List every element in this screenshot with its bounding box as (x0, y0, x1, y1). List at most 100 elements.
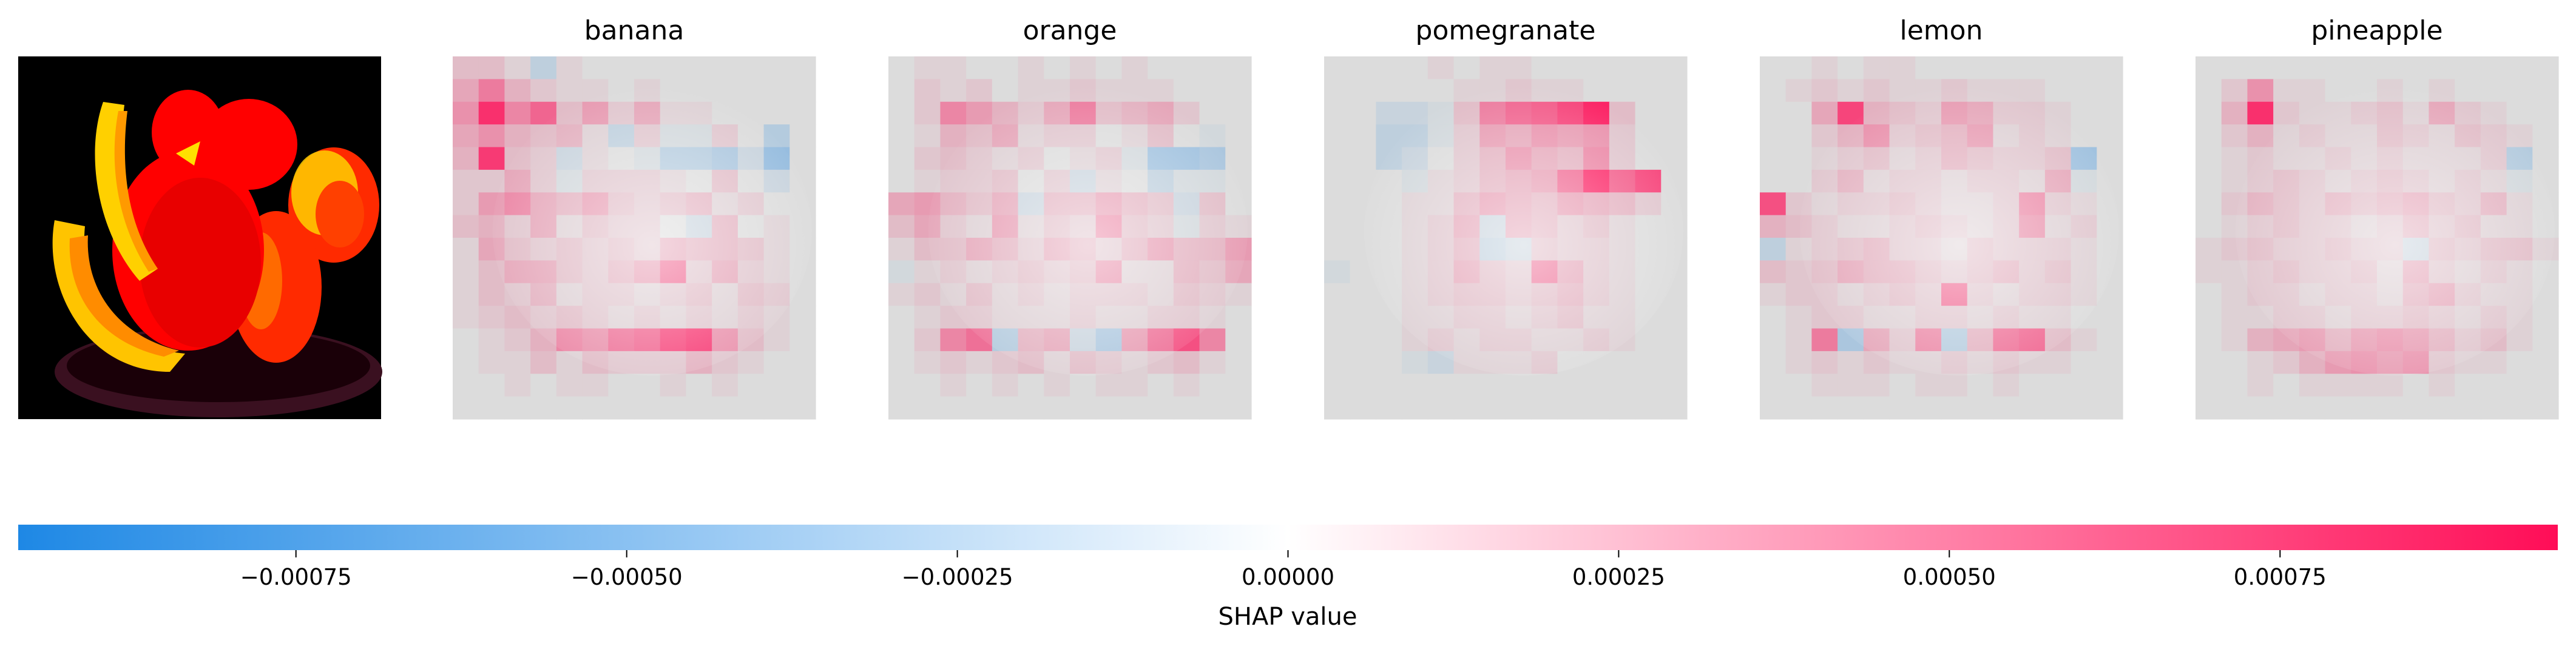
heatmap-panel-lemon (1760, 56, 2123, 420)
heatmap-cell (914, 56, 941, 79)
heatmap-cell (1557, 374, 1584, 397)
heatmap-cell (2071, 396, 2097, 420)
heatmap-cell (453, 238, 479, 261)
heatmap-cell (1121, 56, 1148, 79)
heatmap-cell (789, 396, 816, 420)
heatmap-cell (940, 374, 967, 397)
heatmap-cell (2071, 328, 2097, 352)
heatmap-cell (2196, 147, 2222, 170)
heatmap-cell (2455, 374, 2481, 397)
panel-title-pomegranate: pomegranate (1416, 15, 1596, 46)
heatmap-cell (1531, 374, 1558, 397)
heatmap-cell (1557, 56, 1584, 79)
heatmap-cell (530, 351, 557, 374)
heatmap-cell (789, 124, 816, 148)
heatmap-cell (2402, 374, 2430, 397)
heatmap-cell (1199, 79, 1226, 103)
heatmap-cell (1760, 169, 1787, 193)
heatmap-cell (888, 374, 915, 397)
heatmap-cell (1427, 396, 1455, 420)
heatmap-cell (1350, 124, 1377, 148)
heatmap-cell (2044, 351, 2072, 374)
heatmap-cell (1635, 396, 1662, 420)
heatmap-cell (763, 351, 790, 374)
heatmap-cell (1583, 396, 1610, 420)
heatmap-cell (2455, 56, 2481, 79)
heatmap-cell (1199, 374, 1226, 397)
heatmap-cell (1811, 328, 1838, 352)
heatmap-cell (1376, 56, 1402, 79)
heatmap-cell (1402, 79, 1428, 103)
heatmap-cell (504, 79, 531, 103)
heatmap-cell (1199, 351, 1226, 374)
heatmap-panel-pomegranate (1324, 56, 1688, 420)
heatmap-cell (686, 56, 712, 79)
heatmap-cell (737, 79, 765, 103)
heatmap-cell (2019, 56, 2046, 79)
heatmap-cell (1350, 351, 1377, 374)
heatmap-cell (1993, 56, 2020, 79)
heatmap-cell (2221, 147, 2248, 170)
heatmap-cell (1095, 374, 1123, 397)
heatmap-cell (2532, 124, 2559, 148)
heatmap-cell (2247, 396, 2274, 420)
heatmap-cell (1915, 396, 1942, 420)
heatmap-cell (2455, 396, 2481, 420)
heatmap-cell (478, 306, 505, 329)
heatmap-cell (1506, 374, 1532, 397)
image-overlay (1799, 85, 2119, 376)
heatmap-cell (2480, 56, 2507, 79)
heatmap-cell (453, 260, 479, 284)
heatmap-cell (1915, 56, 1942, 79)
heatmap-cell (2196, 374, 2222, 397)
heatmap-cell (556, 79, 583, 103)
heatmap-cell (1506, 56, 1532, 79)
heatmap-cell (1506, 396, 1532, 420)
heatmap-cell (2506, 56, 2533, 79)
heatmap-cell (453, 306, 479, 329)
heatmap-cell (453, 283, 479, 306)
colorbar (18, 525, 2558, 550)
heatmap-cell (1324, 192, 1351, 216)
heatmap-cell (1609, 351, 1636, 374)
heatmap-cell (1785, 351, 1813, 374)
heatmap-cell (737, 351, 765, 374)
image-overlay (2235, 85, 2555, 376)
colorbar-tick-label: −0.00050 (571, 564, 683, 590)
heatmap-cell (2196, 56, 2222, 79)
heatmap-cell (1967, 396, 1994, 420)
heatmap-cell (2196, 238, 2222, 261)
heatmap-cell (1095, 396, 1123, 420)
heatmap-cell (1661, 101, 1688, 125)
heatmap-cell (530, 396, 557, 420)
heatmap-cell (2097, 328, 2123, 352)
heatmap-cell (2071, 56, 2097, 79)
heatmap-cell (1199, 56, 1226, 79)
heatmap-cell (2506, 79, 2533, 103)
heatmap-cell (1324, 260, 1351, 284)
heatmap-cell (1018, 56, 1044, 79)
heatmap-cell (2325, 56, 2351, 79)
colorbar-tick-label: −0.00025 (902, 564, 1013, 590)
heatmap-cell (1324, 147, 1351, 170)
heatmap-cell (888, 328, 915, 352)
heatmap-cell (789, 328, 816, 352)
heatmap-cell (1661, 124, 1688, 148)
heatmap-cell (914, 306, 941, 329)
heatmap-cell (2097, 79, 2123, 103)
heatmap-cell (1324, 238, 1351, 261)
heatmap-cell (1173, 56, 1200, 79)
heatmap-cell (1915, 374, 1942, 397)
heatmap-cell (2044, 56, 2072, 79)
heatmap-cell (478, 101, 505, 125)
heatmap-cell (608, 396, 635, 420)
heatmap-cell (1760, 396, 1787, 420)
image-overlay (1364, 85, 1683, 376)
heatmap-cell (763, 396, 790, 420)
heatmap-cell (966, 396, 993, 420)
heatmap-cell (2377, 56, 2404, 79)
heatmap-cell (1324, 79, 1351, 103)
heatmap-cell (1018, 396, 1044, 420)
heatmap-cell (2532, 101, 2559, 125)
heatmap-cell (2044, 79, 2072, 103)
